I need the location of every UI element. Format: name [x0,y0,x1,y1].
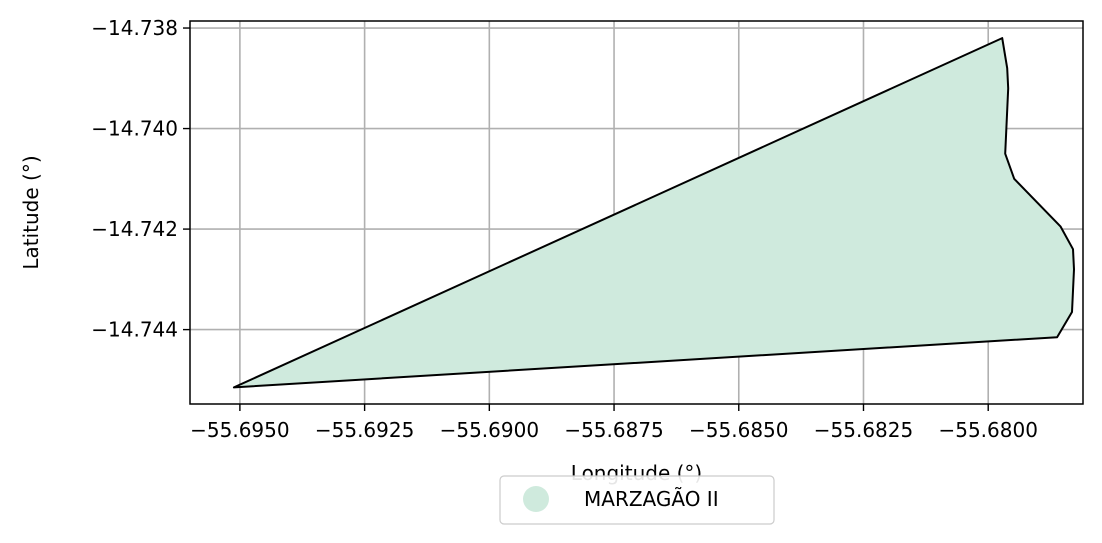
x-tick-label: −55.6925 [315,418,414,442]
legend-box [499,475,775,525]
legend: MARZAGÃO II [499,475,775,525]
x-tick-label: −55.6850 [689,418,788,442]
x-tick-label: −55.6825 [814,418,913,442]
y-tick-label: −14.742 [91,217,178,241]
x-tick-label: −55.6900 [440,418,539,442]
x-tick-label: −55.6800 [938,418,1037,442]
y-tick-label: −14.738 [91,16,178,40]
y-tick-label: −14.740 [91,117,178,141]
plot-frame [189,20,1084,405]
legend-marker [523,486,549,512]
x-tick-label: −55.6875 [564,418,663,442]
polygon-layer [232,37,1075,389]
ticks: −55.6950 −55.6925 −55.6900 −55.6875 −55.6850… [91,16,1038,442]
x-tick-label: −55.6950 [190,418,289,442]
y-axis-label: Latitude (°) [19,155,43,269]
legend-label: MARZAGÃO II [584,487,719,511]
y-tick-label: −14.744 [91,318,178,342]
area-polygon [232,37,1075,389]
